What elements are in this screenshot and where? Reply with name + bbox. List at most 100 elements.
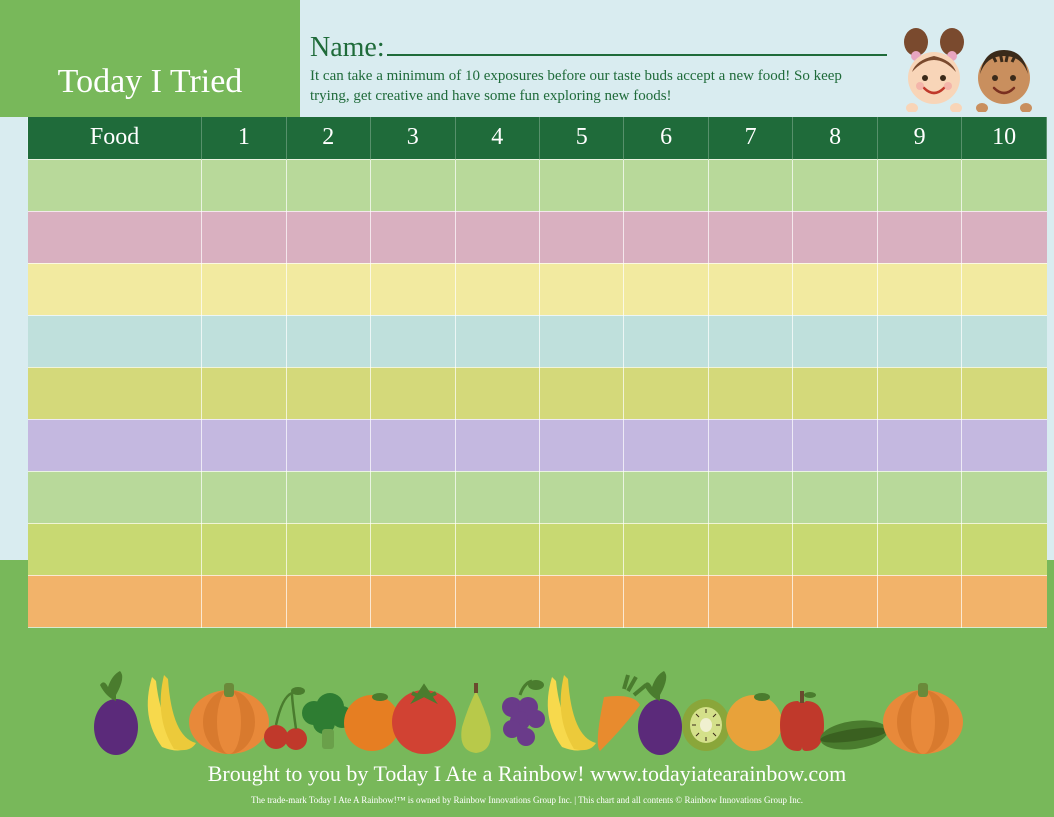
food-cell[interactable] xyxy=(28,575,202,627)
exposure-cell[interactable] xyxy=(708,575,792,627)
exposure-cell[interactable] xyxy=(708,263,792,315)
exposure-cell[interactable] xyxy=(962,367,1047,419)
exposure-cell[interactable] xyxy=(371,575,455,627)
exposure-cell[interactable] xyxy=(371,159,455,211)
exposure-cell[interactable] xyxy=(202,471,286,523)
exposure-cell[interactable] xyxy=(371,211,455,263)
food-cell[interactable] xyxy=(28,211,202,263)
exposure-cell[interactable] xyxy=(371,263,455,315)
exposure-cell[interactable] xyxy=(286,159,370,211)
exposure-cell[interactable] xyxy=(793,263,877,315)
exposure-cell[interactable] xyxy=(877,367,961,419)
exposure-cell[interactable] xyxy=(286,471,370,523)
exposure-cell[interactable] xyxy=(708,315,792,367)
exposure-cell[interactable] xyxy=(455,263,539,315)
exposure-cell[interactable] xyxy=(962,471,1047,523)
exposure-cell[interactable] xyxy=(202,367,286,419)
exposure-cell[interactable] xyxy=(455,419,539,471)
exposure-cell[interactable] xyxy=(962,419,1047,471)
exposure-cell[interactable] xyxy=(539,523,623,575)
exposure-cell[interactable] xyxy=(624,367,708,419)
exposure-cell[interactable] xyxy=(962,315,1047,367)
exposure-cell[interactable] xyxy=(877,523,961,575)
exposure-cell[interactable] xyxy=(962,211,1047,263)
exposure-cell[interactable] xyxy=(624,211,708,263)
exposure-cell[interactable] xyxy=(371,367,455,419)
name-input-line[interactable] xyxy=(387,54,887,56)
exposure-cell[interactable] xyxy=(624,159,708,211)
exposure-cell[interactable] xyxy=(539,471,623,523)
exposure-cell[interactable] xyxy=(793,419,877,471)
exposure-cell[interactable] xyxy=(202,211,286,263)
exposure-cell[interactable] xyxy=(793,575,877,627)
exposure-cell[interactable] xyxy=(286,367,370,419)
exposure-cell[interactable] xyxy=(539,367,623,419)
exposure-cell[interactable] xyxy=(202,263,286,315)
exposure-cell[interactable] xyxy=(539,575,623,627)
exposure-cell[interactable] xyxy=(793,523,877,575)
exposure-cell[interactable] xyxy=(793,367,877,419)
food-cell[interactable] xyxy=(28,419,202,471)
exposure-cell[interactable] xyxy=(455,367,539,419)
exposure-cell[interactable] xyxy=(371,523,455,575)
food-cell[interactable] xyxy=(28,315,202,367)
exposure-cell[interactable] xyxy=(202,315,286,367)
exposure-cell[interactable] xyxy=(708,367,792,419)
exposure-cell[interactable] xyxy=(877,159,961,211)
exposure-cell[interactable] xyxy=(455,471,539,523)
exposure-cell[interactable] xyxy=(877,471,961,523)
exposure-cell[interactable] xyxy=(877,315,961,367)
exposure-cell[interactable] xyxy=(539,315,623,367)
exposure-cell[interactable] xyxy=(962,575,1047,627)
exposure-cell[interactable] xyxy=(286,575,370,627)
exposure-cell[interactable] xyxy=(793,471,877,523)
exposure-cell[interactable] xyxy=(708,211,792,263)
exposure-cell[interactable] xyxy=(286,315,370,367)
exposure-cell[interactable] xyxy=(202,523,286,575)
exposure-cell[interactable] xyxy=(624,263,708,315)
exposure-cell[interactable] xyxy=(371,315,455,367)
exposure-cell[interactable] xyxy=(793,315,877,367)
exposure-cell[interactable] xyxy=(371,419,455,471)
exposure-cell[interactable] xyxy=(455,523,539,575)
exposure-cell[interactable] xyxy=(539,211,623,263)
exposure-cell[interactable] xyxy=(708,523,792,575)
exposure-cell[interactable] xyxy=(455,315,539,367)
exposure-cell[interactable] xyxy=(371,471,455,523)
exposure-cell[interactable] xyxy=(539,263,623,315)
exposure-cell[interactable] xyxy=(624,471,708,523)
exposure-cell[interactable] xyxy=(286,523,370,575)
food-cell[interactable] xyxy=(28,263,202,315)
exposure-cell[interactable] xyxy=(455,575,539,627)
exposure-cell[interactable] xyxy=(877,211,961,263)
exposure-cell[interactable] xyxy=(877,419,961,471)
exposure-cell[interactable] xyxy=(202,419,286,471)
exposure-cell[interactable] xyxy=(793,159,877,211)
food-cell[interactable] xyxy=(28,523,202,575)
exposure-cell[interactable] xyxy=(539,419,623,471)
exposure-cell[interactable] xyxy=(455,159,539,211)
food-cell[interactable] xyxy=(28,367,202,419)
exposure-cell[interactable] xyxy=(877,263,961,315)
exposure-cell[interactable] xyxy=(962,263,1047,315)
exposure-cell[interactable] xyxy=(624,575,708,627)
exposure-cell[interactable] xyxy=(624,419,708,471)
exposure-cell[interactable] xyxy=(624,315,708,367)
exposure-cell[interactable] xyxy=(286,419,370,471)
exposure-cell[interactable] xyxy=(708,159,792,211)
exposure-cell[interactable] xyxy=(202,575,286,627)
exposure-cell[interactable] xyxy=(286,211,370,263)
exposure-cell[interactable] xyxy=(202,159,286,211)
exposure-cell[interactable] xyxy=(708,419,792,471)
food-cell[interactable] xyxy=(28,159,202,211)
exposure-cell[interactable] xyxy=(539,159,623,211)
exposure-cell[interactable] xyxy=(793,211,877,263)
exposure-cell[interactable] xyxy=(962,523,1047,575)
exposure-cell[interactable] xyxy=(455,211,539,263)
food-cell[interactable] xyxy=(28,471,202,523)
exposure-cell[interactable] xyxy=(708,471,792,523)
exposure-cell[interactable] xyxy=(286,263,370,315)
exposure-cell[interactable] xyxy=(624,523,708,575)
exposure-cell[interactable] xyxy=(962,159,1047,211)
exposure-cell[interactable] xyxy=(877,575,961,627)
